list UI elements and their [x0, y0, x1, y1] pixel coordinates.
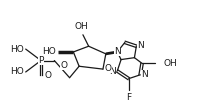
- Text: OH: OH: [74, 22, 88, 31]
- Text: O: O: [45, 71, 52, 80]
- Text: O: O: [105, 64, 112, 73]
- Text: P: P: [38, 56, 44, 65]
- Text: N: N: [137, 41, 144, 50]
- Text: HO: HO: [10, 68, 24, 76]
- Text: N: N: [110, 67, 116, 75]
- Text: N: N: [141, 70, 148, 79]
- Text: O: O: [60, 61, 67, 70]
- Text: HO: HO: [42, 47, 56, 56]
- Text: F: F: [126, 93, 131, 102]
- Text: OH: OH: [163, 59, 177, 68]
- Text: N: N: [114, 47, 121, 56]
- Text: HO: HO: [10, 45, 24, 54]
